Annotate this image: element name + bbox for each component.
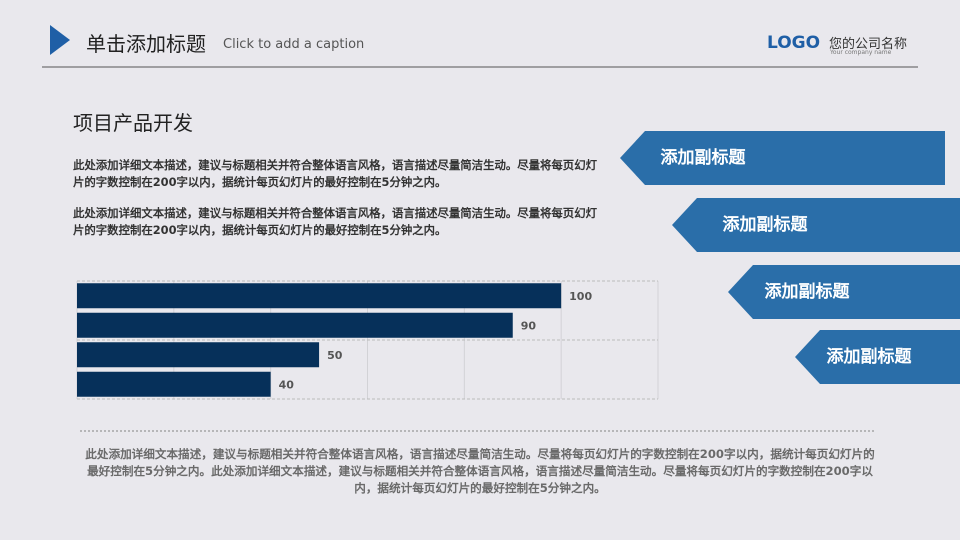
tab-label: 添加副标题 [765, 281, 851, 302]
tab [620, 131, 945, 185]
chart: 100 90 50 40 [76, 280, 659, 400]
bar [77, 283, 562, 309]
footer-text: 此处添加详细文本描述，建议与标题相关并符合整体语言风格，语言描述尽量简洁生动。尽… [85, 447, 875, 495]
tab-label: 添加副标题 [827, 346, 913, 367]
tab-label: 添加副标题 [723, 214, 809, 235]
data-label: 90 [521, 319, 537, 332]
bar [77, 312, 513, 338]
data-label: 50 [327, 349, 343, 362]
tab [672, 198, 960, 252]
tab [795, 330, 960, 384]
bar [77, 342, 320, 368]
company-name-en: Your company name [830, 49, 892, 56]
tab-label: 添加副标题 [661, 147, 747, 168]
paragraph: 此处添加详细文本描述，建议与标题相关并符合整体语言风格，语言描述尽量简洁生动。尽… [73, 158, 597, 189]
data-label: 40 [279, 378, 295, 391]
company-name: 您的公司名称 [829, 37, 908, 52]
slide-title: 单击添加标题 [86, 32, 206, 56]
caption: Click to add a caption [223, 37, 365, 52]
section-title: 项目产品开发 [73, 111, 193, 135]
tab [728, 265, 960, 319]
paragraph: 此处添加详细文本描述，建议与标题相关并符合整体语言风格，语言描述尽量简洁生动。尽… [73, 206, 597, 237]
bar [77, 371, 271, 397]
logo: LOGO [767, 33, 821, 53]
title-marker [50, 25, 70, 55]
data-label: 100 [569, 290, 592, 303]
